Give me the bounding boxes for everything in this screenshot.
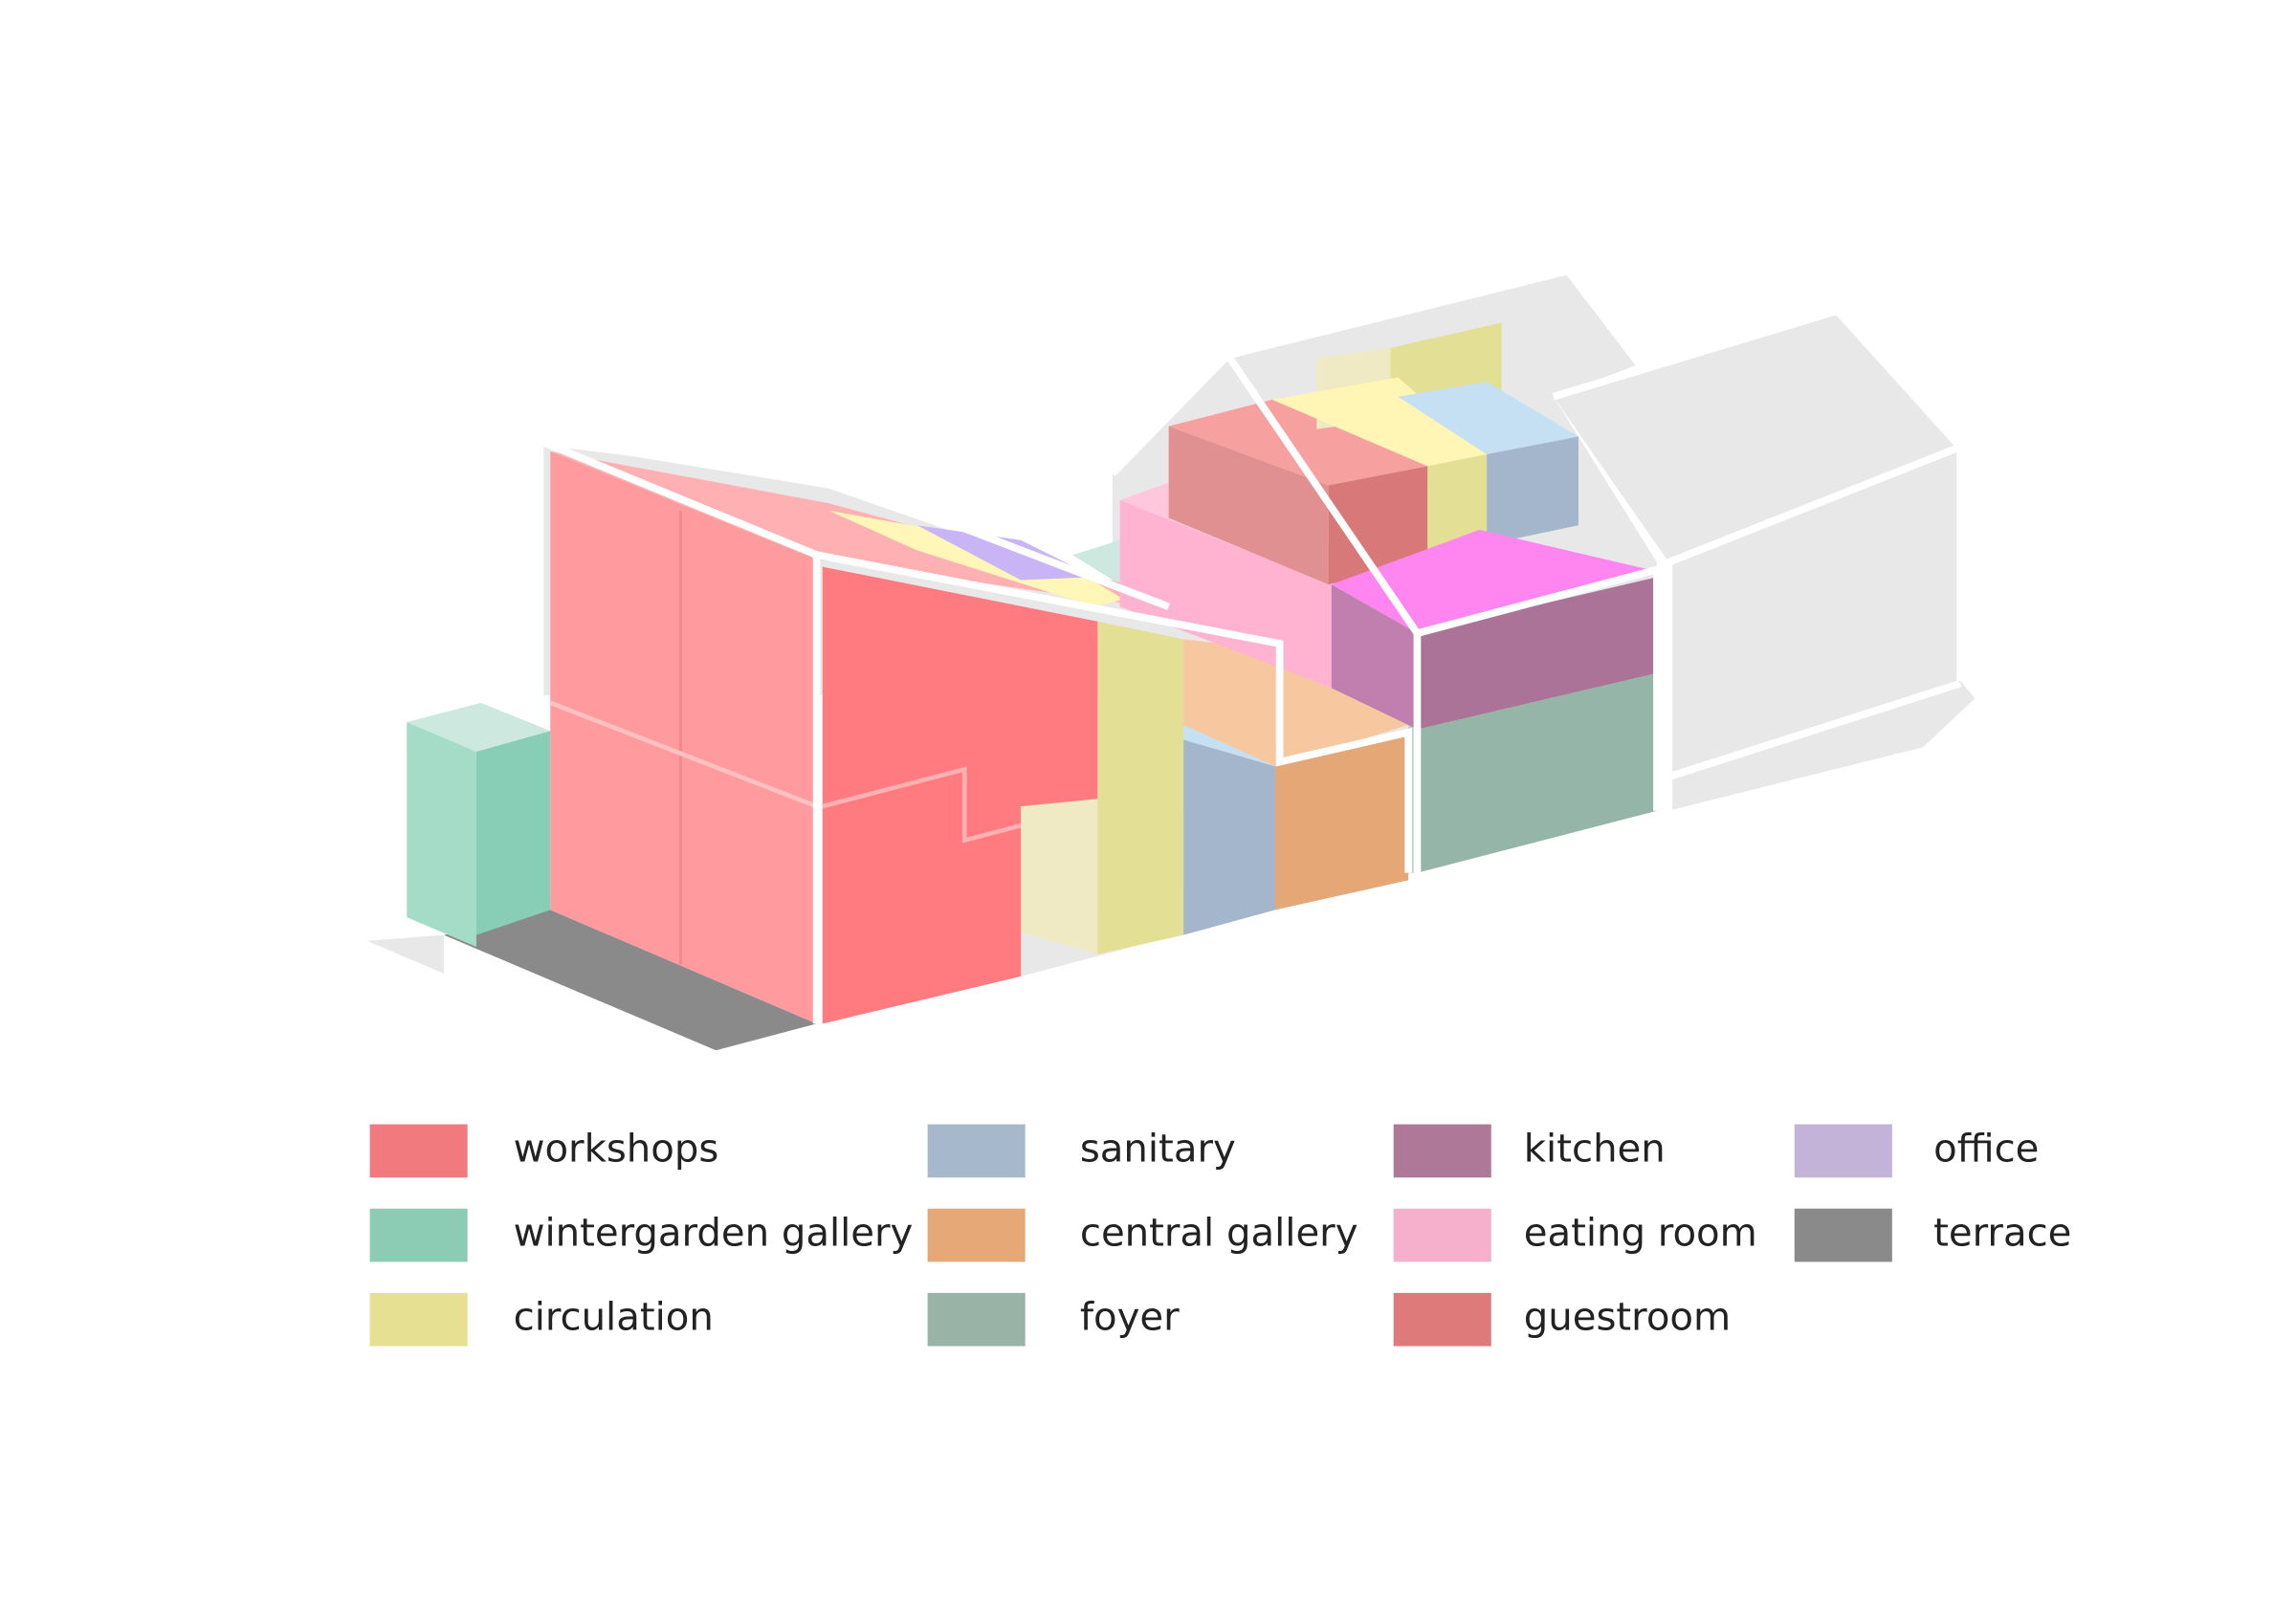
legend-swatch xyxy=(1393,1208,1491,1262)
legend-swatch xyxy=(927,1208,1026,1262)
legend-swatch xyxy=(927,1124,1026,1178)
legend-label: circulation xyxy=(514,1296,714,1340)
legend-label: workshops xyxy=(514,1127,719,1171)
legend-label: terrace xyxy=(1933,1212,2071,1256)
legend-swatch xyxy=(1794,1124,1892,1178)
legend-label: wintergarden gallery xyxy=(514,1212,914,1256)
legend-swatch xyxy=(927,1292,1026,1347)
axonometric xyxy=(366,266,1976,1051)
legend-label: kitchen xyxy=(1524,1127,1666,1171)
legend-label: sanitary xyxy=(1080,1127,1236,1171)
legend-label: foyer xyxy=(1080,1296,1180,1340)
legend-label: eating room xyxy=(1524,1212,1757,1256)
legend-label: central gallery xyxy=(1080,1212,1358,1256)
legend-swatch xyxy=(369,1292,468,1347)
legend-label: office xyxy=(1933,1127,2039,1171)
legend-swatch xyxy=(369,1208,468,1262)
legend-swatch xyxy=(1794,1208,1892,1262)
legend-swatch xyxy=(369,1124,468,1178)
legend-label: guestroom xyxy=(1524,1296,1731,1340)
legend-swatch xyxy=(1393,1124,1491,1178)
legend: workshops wintergarden gallery circulation… xyxy=(369,1124,2071,1347)
legend-swatch xyxy=(1393,1292,1491,1347)
